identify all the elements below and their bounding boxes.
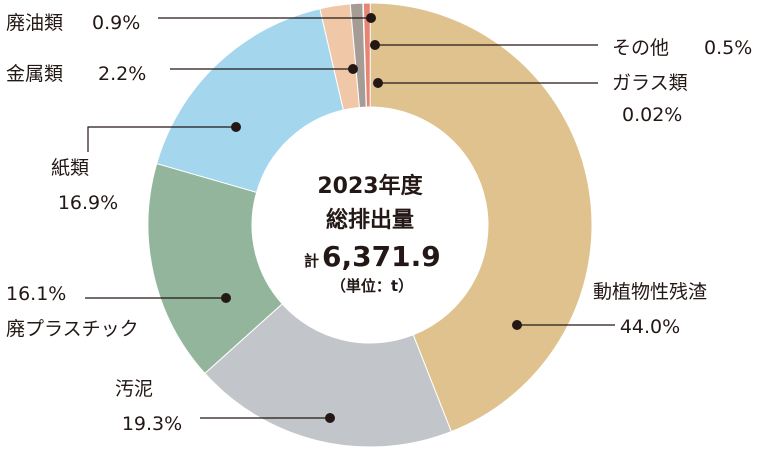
label-name-food-residue: 動植物性残渣	[593, 281, 707, 303]
label-pct-paper: 16.9%	[58, 192, 118, 214]
slice-sludge	[204, 303, 452, 448]
slice-paper	[156, 8, 344, 193]
leader-dot-paper	[231, 122, 241, 132]
center-year-label: 2023年度	[317, 173, 423, 199]
label-pct-metal: 2.2%	[98, 63, 146, 85]
label-name-other: その他	[612, 37, 669, 59]
center-total-emission-label: 総排出量	[326, 207, 414, 233]
center-total-value: 6,371.9	[322, 240, 441, 273]
slice-plastic	[147, 162, 283, 375]
label-pct-other: 0.5%	[704, 37, 752, 59]
label-pct-glass: 0.02%	[622, 104, 682, 126]
center-unit-label: （単位：t）	[331, 277, 413, 295]
label-name-waste-oil: 廃油類	[6, 12, 63, 34]
leader-dot-waste-oil	[366, 13, 376, 23]
label-pct-plastic: 16.1%	[6, 283, 66, 305]
leader-line-paper	[87, 126, 236, 152]
label-name-sludge: 汚泥	[115, 378, 153, 400]
label-pct-food-residue: 44.0%	[620, 316, 680, 338]
leader-dot-food-residue	[512, 320, 522, 330]
label-pct-waste-oil: 0.9%	[92, 12, 140, 34]
slice-other	[362, 2, 371, 108]
leader-lines	[85, 13, 615, 423]
leader-dot-sludge	[325, 413, 335, 423]
label-name-plastic: 廃プラスチック	[6, 318, 139, 340]
label-name-paper: 紙類	[51, 157, 89, 179]
label-name-glass: ガラス類	[612, 72, 688, 94]
label-pct-sludge: 19.3%	[122, 413, 182, 435]
center-total-prefix: 計	[304, 252, 319, 270]
leader-dot-other	[370, 40, 380, 50]
leader-dot-plastic	[221, 293, 231, 303]
leader-dot-glass	[373, 78, 383, 88]
label-name-metal: 金属類	[6, 63, 63, 85]
leader-dot-metal	[348, 64, 358, 74]
